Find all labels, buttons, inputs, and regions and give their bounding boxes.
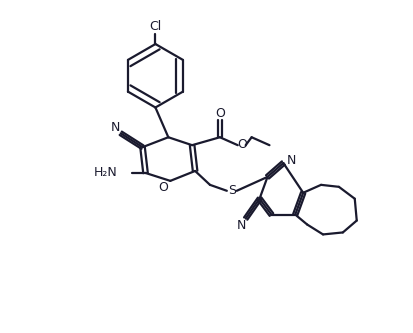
Text: S: S — [227, 184, 235, 197]
Text: N: N — [111, 121, 120, 134]
Text: Cl: Cl — [149, 20, 161, 33]
Text: N: N — [286, 154, 295, 166]
Text: O: O — [214, 107, 224, 120]
Text: H₂N: H₂N — [94, 166, 117, 179]
Text: O: O — [236, 138, 246, 151]
Text: N: N — [237, 219, 246, 232]
Text: O: O — [158, 181, 168, 194]
